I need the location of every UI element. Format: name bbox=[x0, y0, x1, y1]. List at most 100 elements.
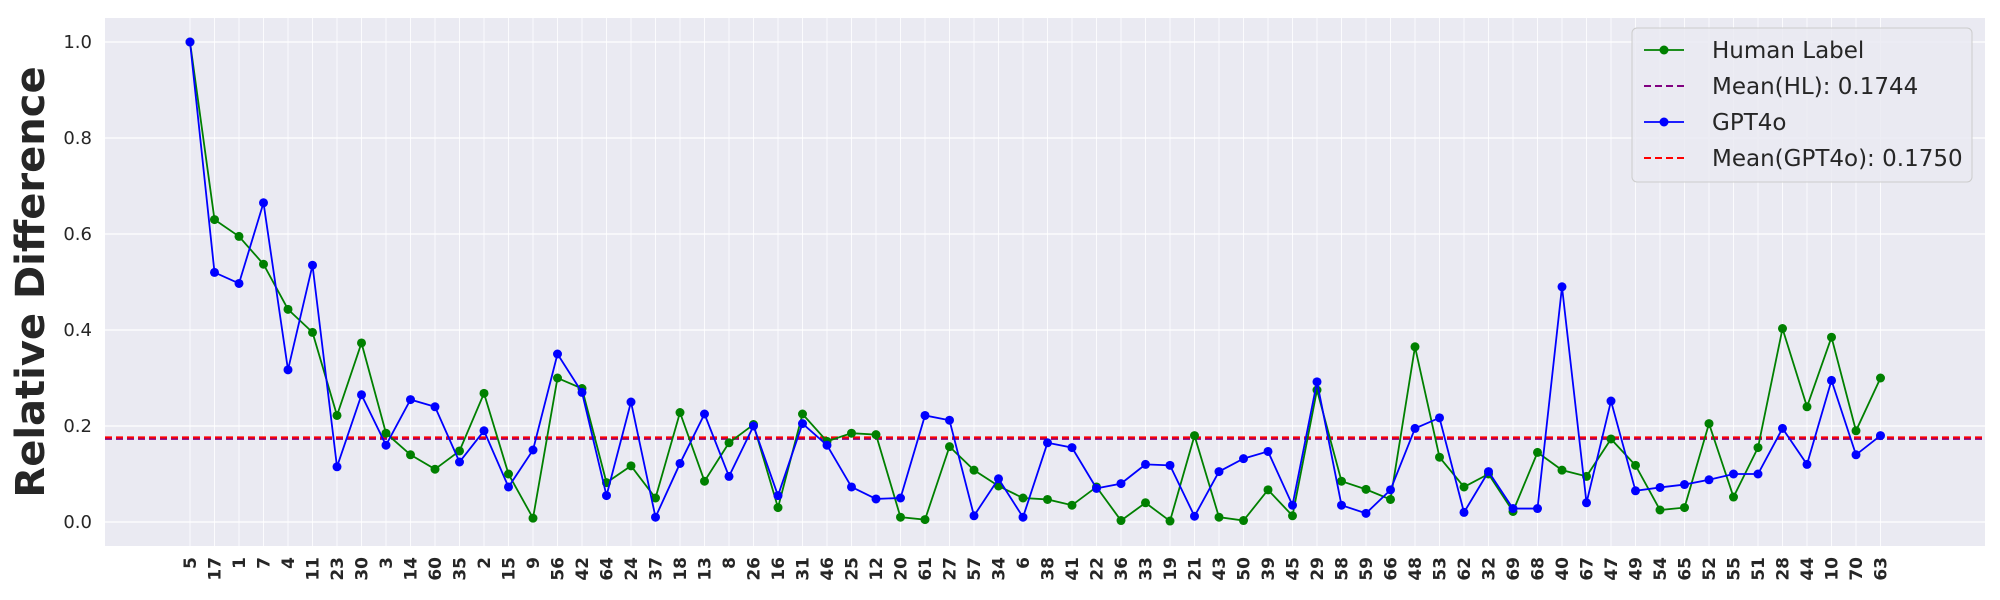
data-point bbox=[259, 198, 268, 208]
x-tick-label: 59 bbox=[1357, 557, 1377, 581]
data-point bbox=[822, 440, 832, 450]
x-tick-label: 49 bbox=[1627, 557, 1647, 581]
x-tick-label: 35 bbox=[451, 557, 471, 581]
data-point bbox=[430, 464, 440, 474]
data-point bbox=[1165, 516, 1175, 526]
data-point bbox=[1533, 504, 1542, 514]
data-point bbox=[479, 388, 489, 398]
x-tick-label: 19 bbox=[1161, 557, 1181, 581]
legend-marker bbox=[1659, 117, 1669, 127]
data-point bbox=[406, 395, 415, 405]
data-point bbox=[1239, 454, 1248, 464]
x-axis-ticks: 5 17 1 7 4 11 23 30 3 14 60 35 2 15 9 56 42 64 24 37 18 13 8 26… bbox=[181, 557, 1892, 581]
data-point bbox=[1827, 375, 1836, 385]
x-tick-label: 26 bbox=[745, 557, 765, 581]
x-tick-label: 55 bbox=[1725, 557, 1745, 581]
data-point bbox=[1631, 460, 1640, 470]
data-point bbox=[847, 428, 856, 438]
x-tick-label: 4 bbox=[279, 557, 299, 569]
data-point bbox=[871, 430, 881, 440]
x-tick-label: 63 bbox=[1872, 557, 1892, 581]
x-tick-label: 32 bbox=[1480, 557, 1500, 581]
data-point bbox=[283, 365, 293, 375]
data-point bbox=[1459, 507, 1469, 517]
data-point bbox=[724, 471, 734, 481]
data-point bbox=[798, 409, 807, 419]
data-point bbox=[308, 260, 317, 270]
y-tick-label: 0.4 bbox=[63, 320, 92, 341]
data-point bbox=[381, 440, 391, 450]
data-point bbox=[406, 450, 415, 460]
legend-label: Mean(HL): 0.1744 bbox=[1712, 74, 1918, 100]
data-point bbox=[1459, 482, 1469, 492]
data-point bbox=[1778, 423, 1787, 433]
data-point bbox=[1141, 459, 1150, 469]
x-tick-label: 65 bbox=[1676, 557, 1696, 581]
legend-label: GPT4o bbox=[1712, 110, 1786, 136]
data-point bbox=[1484, 467, 1493, 477]
data-point bbox=[871, 494, 881, 504]
data-point bbox=[1851, 426, 1861, 436]
data-point bbox=[283, 304, 293, 314]
data-point bbox=[1876, 431, 1885, 441]
data-point bbox=[1190, 511, 1199, 521]
series-gpt4o bbox=[185, 37, 1885, 522]
data-point bbox=[969, 511, 979, 521]
data-point bbox=[1508, 504, 1518, 514]
data-point bbox=[1557, 282, 1567, 292]
x-tick-label: 5 bbox=[181, 557, 201, 569]
series-layer bbox=[185, 37, 1885, 526]
data-point bbox=[1018, 493, 1028, 503]
data-point bbox=[553, 349, 562, 359]
data-point bbox=[1214, 467, 1224, 477]
data-point bbox=[1533, 447, 1542, 457]
x-tick-label: 30 bbox=[353, 557, 373, 581]
data-point bbox=[651, 493, 660, 503]
x-tick-label: 45 bbox=[1284, 557, 1304, 581]
x-tick-label: 41 bbox=[1063, 557, 1083, 581]
x-tick-label: 50 bbox=[1235, 557, 1255, 581]
data-point bbox=[1214, 512, 1224, 522]
x-tick-label: 37 bbox=[647, 557, 667, 581]
x-tick-label: 20 bbox=[892, 557, 912, 581]
x-tick-label: 14 bbox=[402, 557, 422, 581]
y-axis-label: Relative Difference bbox=[8, 66, 54, 497]
data-point bbox=[1092, 483, 1101, 493]
series-line bbox=[189, 41, 1882, 523]
data-point bbox=[1288, 511, 1297, 521]
legend-label: Human Label bbox=[1712, 38, 1864, 64]
data-point bbox=[945, 415, 954, 425]
data-point bbox=[1435, 413, 1444, 423]
data-point bbox=[1753, 443, 1763, 453]
data-point bbox=[504, 469, 513, 479]
data-point bbox=[1410, 342, 1420, 352]
x-tick-label: 43 bbox=[1210, 557, 1230, 581]
data-point bbox=[1704, 475, 1714, 485]
x-tick-label: 23 bbox=[328, 557, 348, 581]
data-point bbox=[1043, 438, 1052, 448]
data-point bbox=[553, 373, 562, 383]
data-point bbox=[332, 410, 342, 420]
x-tick-label: 25 bbox=[843, 557, 863, 581]
data-point bbox=[1239, 516, 1248, 526]
x-tick-label: 3 bbox=[377, 557, 397, 569]
x-tick-label: 13 bbox=[696, 557, 716, 581]
x-tick-label: 24 bbox=[622, 557, 642, 581]
x-tick-label: 18 bbox=[671, 557, 691, 581]
data-point bbox=[455, 457, 464, 467]
x-tick-label: 56 bbox=[549, 557, 569, 581]
data-point bbox=[1116, 479, 1126, 489]
data-point bbox=[1778, 324, 1787, 334]
data-point bbox=[896, 493, 905, 503]
data-point bbox=[1043, 494, 1052, 504]
data-point bbox=[675, 408, 685, 418]
mean-lines bbox=[105, 436, 1985, 440]
x-tick-label: 10 bbox=[1823, 557, 1843, 581]
x-tick-label: 22 bbox=[1088, 557, 1108, 581]
data-point bbox=[234, 231, 244, 241]
data-point bbox=[1288, 500, 1297, 510]
data-point bbox=[1116, 516, 1126, 526]
y-tick-label: 0.0 bbox=[63, 512, 92, 533]
data-point bbox=[1753, 469, 1763, 479]
